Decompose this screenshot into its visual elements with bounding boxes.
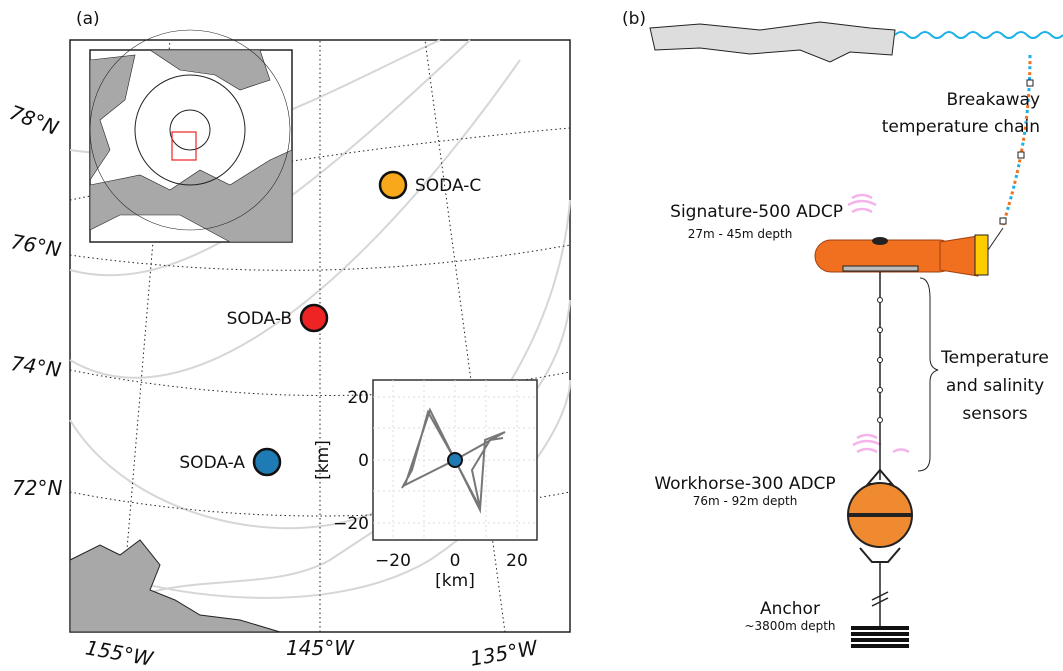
lat-label: 78°N bbox=[6, 100, 62, 140]
lon-label: 135°W bbox=[468, 635, 540, 667]
adcp-label: Workhorse-300 ADCP bbox=[654, 474, 835, 494]
lat-label: 76°N bbox=[9, 229, 63, 261]
mooring-labels: Breakaway temperature chain Signature-50… bbox=[654, 90, 1049, 633]
chain-label: Breakaway bbox=[947, 90, 1041, 110]
adcp-depth: 76m - 92m depth bbox=[693, 494, 798, 508]
chain-label: temperature chain bbox=[882, 117, 1040, 137]
lon-label: 155°W bbox=[84, 635, 156, 667]
lon-label: 145°W bbox=[286, 636, 355, 660]
inset-x-tick: 0 bbox=[450, 551, 461, 571]
inset-y-tick: 0 bbox=[358, 451, 369, 471]
adcp-depth: 27m - 45m depth bbox=[688, 227, 793, 241]
lon-labels: 155°W 145°W 135°W bbox=[84, 635, 541, 667]
inset-x-tick: −20 bbox=[375, 551, 411, 571]
sensors-label: Temperature bbox=[940, 348, 1049, 368]
inset-x-tick: 20 bbox=[506, 551, 528, 571]
site-marker bbox=[380, 172, 406, 198]
mooring bbox=[650, 22, 1063, 648]
sensors-label: sensors bbox=[962, 404, 1027, 424]
site-label: SODA-A bbox=[179, 453, 245, 473]
panel-label: (b) bbox=[622, 9, 646, 29]
anchor-depth: ~3800m depth bbox=[744, 619, 835, 633]
site-marker bbox=[301, 305, 327, 331]
figure: (a) 78°N 76°N 74°N 72°N 155°W 145°W 135°W SOD… bbox=[0, 0, 1063, 667]
inset-y-tick: −20 bbox=[333, 514, 369, 534]
map bbox=[70, 30, 570, 632]
site-marker bbox=[254, 449, 280, 475]
site-label: SODA-C bbox=[415, 176, 481, 196]
inset-y-label: [km] bbox=[313, 440, 333, 480]
inset-x-label: [km] bbox=[435, 571, 475, 591]
panel-label: (a) bbox=[76, 9, 100, 29]
lat-label: 72°N bbox=[12, 476, 62, 500]
lat-labels: 78°N 76°N 74°N 72°N bbox=[6, 100, 63, 500]
lat-label: 74°N bbox=[9, 351, 62, 382]
site-label: SODA-B bbox=[227, 309, 292, 329]
sensors-label: and salinity bbox=[946, 376, 1044, 396]
anchor-label: Anchor bbox=[760, 599, 820, 619]
adcp-label: Signature-500 ADCP bbox=[670, 202, 843, 222]
inset-y-tick: 20 bbox=[347, 388, 369, 408]
